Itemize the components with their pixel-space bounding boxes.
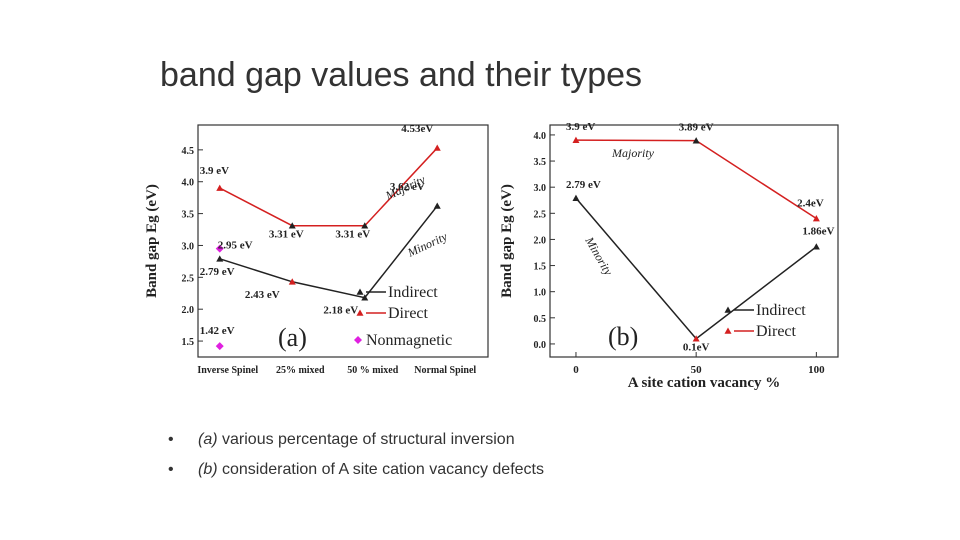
bullet: • (168, 431, 174, 448)
bullet-body: various percentage of structural inversi… (218, 431, 515, 448)
point (215, 244, 224, 253)
y-axis-label: Band gap Eg (eV) (499, 184, 515, 298)
line (219, 147, 438, 227)
bullet-text: (b) consideration of A site cation vacan… (198, 461, 544, 478)
legend-label: Direct (388, 305, 429, 322)
y-tick-label: 0.0 (534, 340, 547, 351)
point (812, 243, 820, 250)
chart: 0 50 100 A site cation vacancy % 0.0 0.5 1.0 1.… (499, 121, 839, 391)
legend-label: Nonmagnetic (366, 332, 452, 349)
legend-marker (356, 288, 364, 295)
value-label: 4.53eV (401, 123, 433, 135)
bullet-text: (a) various percentage of structural inv… (198, 431, 515, 448)
point (572, 136, 580, 143)
value-label: 3.31 eV (269, 229, 304, 241)
value-label: 2.79 eV (566, 179, 601, 191)
x-tick-label: 100 (808, 364, 825, 376)
legend-marker (354, 336, 362, 344)
y-tick-label: 2.0 (534, 235, 547, 246)
y-tick-label: 3.0 (182, 241, 195, 252)
x-tick-label: 25% mixed (276, 365, 325, 376)
bullet: • (168, 461, 174, 478)
y-tick-label: 3.0 (534, 183, 547, 194)
legend-marker (356, 309, 364, 316)
x-tick-label: Inverse Spinel (197, 365, 258, 376)
panel-label: (b) (608, 322, 638, 351)
x-tick-label: Normal Spinel (414, 365, 476, 376)
point (288, 222, 296, 229)
point (361, 294, 369, 301)
y-tick-label: 2.5 (534, 209, 547, 220)
y-tick-label: 4.0 (534, 131, 547, 142)
y-tick-label: 0.5 (534, 314, 547, 325)
x-axis-label: A site cation vacancy % (628, 375, 780, 391)
series-name: Majority (611, 146, 655, 160)
value-label: 3.9 eV (200, 165, 229, 177)
series-name: Minority (404, 229, 449, 260)
y-tick-label: 4.5 (182, 146, 195, 157)
y-tick-label: 3.5 (182, 210, 195, 221)
line (219, 205, 438, 299)
bullet-tag: (a) (198, 431, 218, 448)
value-label: 2.18 eV (323, 305, 358, 317)
y-tick-label: 2.5 (182, 273, 195, 284)
value-label: 1.86eV (802, 226, 834, 238)
point (692, 137, 700, 144)
point (216, 255, 224, 262)
point (215, 342, 224, 351)
series-name: Minority (582, 234, 616, 279)
y-tick-label: 1.5 (182, 337, 195, 348)
legend-marker (724, 327, 732, 334)
value-label: 2.95 eV (218, 240, 253, 252)
legend-label: Indirect (388, 284, 438, 301)
plot-area (549, 124, 839, 358)
y-tick-label: 3.5 (534, 157, 547, 168)
point (692, 335, 700, 342)
legend-marker (724, 306, 732, 313)
point (812, 215, 820, 222)
panel-label: (a) (278, 323, 307, 352)
point (433, 144, 441, 151)
point (216, 184, 224, 191)
x-tick-label: 0 (573, 364, 579, 376)
value-label: 2.79 eV (200, 266, 235, 278)
value-label: 3.89 eV (679, 122, 714, 134)
y-tick-label: 4.0 (182, 178, 195, 189)
value-label: 3.62 eV (390, 181, 425, 193)
value-label: 0.1eV (683, 342, 710, 354)
value-label: 1.42 eV (200, 325, 235, 337)
y-axis-label: Band gap Eg (eV) (144, 184, 160, 298)
y-tick-label: 1.0 (534, 288, 547, 299)
value-label: 3.31 eV (335, 229, 370, 241)
point (361, 222, 369, 229)
point (288, 278, 296, 285)
x-tick-label: 50 % mixed (347, 365, 399, 376)
legend-label: Direct (756, 323, 797, 340)
point (572, 194, 580, 201)
plot-area (197, 124, 489, 358)
y-tick-label: 1.5 (534, 262, 547, 273)
legend-label: Indirect (756, 302, 806, 319)
y-tick-label: 2.0 (182, 305, 195, 316)
slide-title: band gap values and their types (160, 56, 642, 94)
value-label: 3.9 eV (566, 121, 595, 133)
bullet-body: consideration of A site cation vacancy d… (218, 461, 544, 478)
value-label: 2.43 eV (245, 289, 280, 301)
chart: Inverse Spinel 25% mixed 50 % mixed Normal … (144, 123, 489, 376)
value-label: 2.4eV (797, 198, 824, 210)
bullet-tag: (b) (198, 461, 218, 478)
x-tick-label: 50 (691, 364, 703, 376)
point (433, 202, 441, 209)
